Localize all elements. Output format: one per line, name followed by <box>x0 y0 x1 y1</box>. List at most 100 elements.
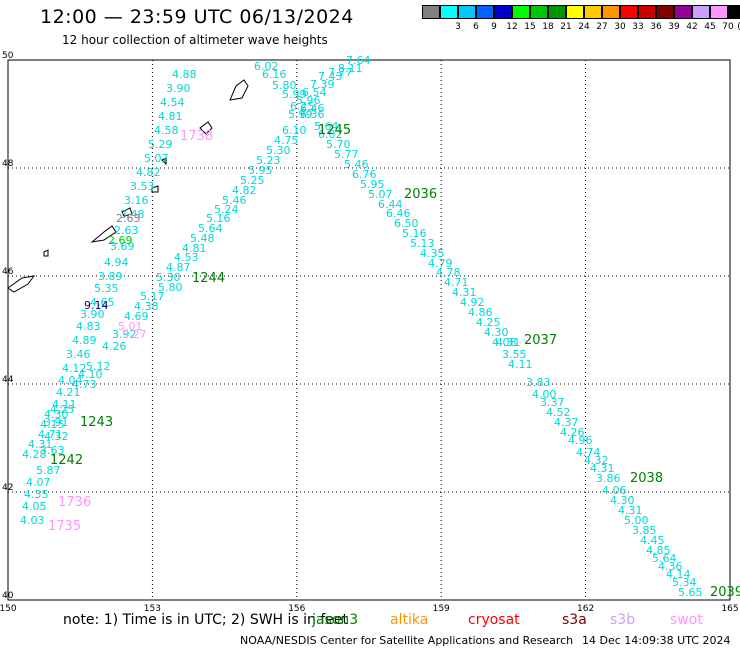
swh-value: 6.02 <box>318 128 343 141</box>
swh-value: 4.11 <box>52 398 77 411</box>
swh-value: 4.31 <box>28 438 53 451</box>
swh-value: 4.53 <box>174 251 199 264</box>
lat-tick-label: 50 <box>2 51 14 61</box>
swh-value: 4.03 <box>20 514 45 527</box>
legend-item-jason3: jason3 <box>312 612 359 628</box>
swh-value: 4.31 <box>452 286 477 299</box>
swh-value: 5.99 <box>288 108 313 121</box>
swh-value: 5.77 <box>334 148 359 161</box>
legend-item-altika: altika <box>390 612 429 628</box>
credit-text: NOAA/NESDIS Center for Satellite Applica… <box>240 634 574 647</box>
swh-value: 7.77 <box>328 66 353 79</box>
swh-value: 5.99 <box>282 88 307 101</box>
swh-value: 6.25 <box>290 100 315 113</box>
pass-time-label: 1244 <box>192 271 225 286</box>
swh-value: 4.71 <box>38 428 63 441</box>
swh-value: 3.55 <box>502 348 527 361</box>
page-title: 12:00 — 23:59 UTC 06/13/2024 <box>40 6 354 28</box>
color-bin-label: 3 <box>455 22 461 32</box>
swh-value: 4.54 <box>160 96 185 109</box>
swh-value: 4.75 <box>274 134 299 147</box>
swh-value: 3.89 <box>98 270 123 283</box>
swh-value: 5.34 <box>672 576 697 589</box>
swh-value-highlight: 3.91 <box>44 416 69 429</box>
swh-value: 4.71 <box>444 276 469 289</box>
swh-value: 3.92 <box>112 328 137 341</box>
color-bin-label: 70 <box>722 22 734 32</box>
swh-value: 4.30 <box>484 326 509 339</box>
swh-value: 5.25 <box>240 174 265 187</box>
color-bin-swatch <box>728 5 740 19</box>
swh-value: 4.14 <box>666 568 691 581</box>
color-bin-swatch <box>422 5 440 19</box>
swh-value: 5.64 <box>198 222 223 235</box>
color-bin-swatch <box>692 5 710 19</box>
lat-tick-label: 44 <box>2 375 14 385</box>
swh-value: 4.82 <box>232 184 257 197</box>
swh-value: 5.80 <box>158 281 183 294</box>
swh-value: 7.43 <box>318 70 343 83</box>
swh-value: 4.08 <box>492 336 517 349</box>
swh-value: 7.39 <box>310 78 335 91</box>
swh-value: 5.23 <box>256 154 281 167</box>
swh-value: 5.30 <box>266 144 291 157</box>
color-bin-label: 9 <box>491 22 497 32</box>
swh-value: 4.31 <box>590 462 615 475</box>
color-bin-label: 27 <box>596 22 608 32</box>
swh-value: 3.90 <box>80 308 105 321</box>
swh-value: 4.04 <box>58 374 83 387</box>
swh-value: 6.76 <box>352 168 377 181</box>
swh-value: 5.35 <box>94 282 119 295</box>
swh-value: 4.78 <box>436 266 461 279</box>
color-bin-swatch <box>584 5 602 19</box>
swh-value-highlight: 5.01 <box>118 320 143 333</box>
swot-time-label: 1738 <box>180 129 213 144</box>
swh-value: 4.35 <box>420 247 445 260</box>
color-bin-label: 36 <box>650 22 662 32</box>
swh-value-highlight: 2.69 <box>108 234 133 247</box>
swh-value: 4.86 <box>468 306 493 319</box>
swh-value: 4.82 <box>136 166 161 179</box>
generated-timestamp: 14 Dec 14:09:38 UTC 2024 <box>582 634 731 647</box>
swh-value: 5.46 <box>222 194 247 207</box>
swh-value: 4.31 <box>496 336 521 349</box>
color-bin-label: 12 <box>506 22 518 32</box>
lon-tick-label: 162 <box>577 604 594 614</box>
swh-value: 4.89 <box>72 334 97 347</box>
swh-value: 4.15 <box>40 418 65 431</box>
swh-value: 7.64 <box>346 54 371 67</box>
swh-value: 4.00 <box>532 388 557 401</box>
swh-value: 3.37 <box>540 396 565 409</box>
swh-value: 5.95 <box>360 178 385 191</box>
swh-value: 3.85 <box>632 524 657 537</box>
swh-value: 5.12 <box>86 360 111 373</box>
coastline-island <box>43 249 49 257</box>
coastline-island <box>161 157 167 166</box>
swh-value: 4.94 <box>104 256 129 269</box>
color-bin-swatch <box>620 5 638 19</box>
color-bin-label: 45 <box>704 22 716 32</box>
swh-value-highlight: 5.27 <box>122 328 147 341</box>
coastline-island <box>90 225 117 243</box>
pass-time-label: 1243 <box>80 415 113 430</box>
pass-time-label: 2038 <box>630 471 663 486</box>
lon-tick-label: 165 <box>721 604 738 614</box>
swh-value: 5.95 <box>248 164 273 177</box>
page-subtitle: 12 hour collection of altimeter wave hei… <box>62 33 328 47</box>
pass-time-label: 2037 <box>524 333 557 348</box>
lat-tick-label: 46 <box>2 267 14 277</box>
color-bin-swatch <box>638 5 656 19</box>
legend-item-cryosat: cryosat <box>468 612 520 628</box>
color-bin-swatch <box>530 5 548 19</box>
coastline-island <box>151 185 159 193</box>
swh-value: 5.16 <box>402 227 427 240</box>
swh-value: 4.92 <box>460 296 485 309</box>
swh-value: 4.58 <box>154 124 179 137</box>
swh-value: 6.16 <box>262 68 287 81</box>
swh-value: 6.44 <box>378 198 403 211</box>
swh-value: 2.63 <box>114 224 139 237</box>
swh-value: 4.81 <box>158 110 183 123</box>
swh-value: 4.37 <box>554 416 579 429</box>
swh-value-highlight: 4.25 <box>50 403 75 416</box>
